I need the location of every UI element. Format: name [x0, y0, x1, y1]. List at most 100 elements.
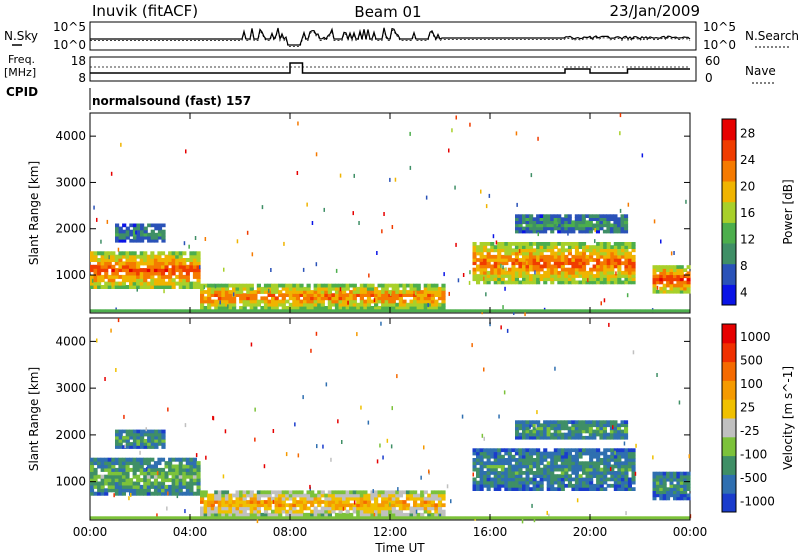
power-cell: [560, 274, 565, 278]
power-cell: [504, 254, 509, 259]
velocity-cell: [571, 458, 576, 462]
velocity-cell: [557, 451, 562, 456]
power-cell: [175, 274, 180, 279]
velocity-cell: [581, 435, 586, 440]
power-cell: [582, 251, 587, 256]
velocity-cell: [589, 454, 594, 459]
power-cell: [560, 251, 565, 256]
power-ground-cell: [340, 309, 346, 313]
velocity-cell: [620, 429, 625, 434]
velocity-cell: [150, 439, 155, 443]
power-cell: [175, 251, 180, 256]
power-ground-cell: [575, 309, 581, 313]
power-cell: [168, 258, 173, 262]
power-cell: [525, 245, 530, 249]
velocity-cell: [592, 461, 597, 466]
velocity-cell: [557, 487, 562, 491]
power-cell: [624, 229, 629, 234]
power-cell: [504, 280, 509, 285]
power-cell: [246, 290, 251, 294]
power-cell: [582, 267, 587, 272]
power-cell: [420, 296, 425, 301]
velocity-cell: [114, 474, 119, 479]
velocity-cell: [97, 488, 102, 493]
power-cell: [673, 268, 677, 272]
velocity-ground-cell: [645, 516, 651, 520]
velocity-cell: [483, 461, 488, 466]
velocity-cell: [189, 467, 194, 472]
power-cell: [553, 220, 558, 225]
velocity-cell: [161, 429, 166, 434]
velocity-cell: [349, 506, 354, 511]
velocity-cell: [161, 432, 166, 437]
power-cell: [624, 251, 629, 256]
velocity-cell: [157, 484, 162, 489]
velocity-ground-cell: [300, 516, 306, 520]
velocity-cell: [303, 503, 308, 508]
velocity-cell: [185, 464, 190, 469]
velocity-cell: [420, 506, 425, 511]
power-cell: [437, 306, 443, 310]
velocity-ground-cell: [350, 516, 356, 520]
power-cell: [221, 296, 226, 301]
velocity-cell: [434, 512, 439, 517]
velocity-cell: [546, 480, 551, 485]
power-cell: [196, 261, 201, 266]
power-cell: [139, 274, 144, 279]
velocity-cell: [686, 474, 691, 479]
power-ground-cell: [630, 309, 636, 313]
power-cell: [585, 220, 590, 225]
power-cell: [610, 254, 615, 259]
velocity-speckle: [623, 441, 626, 446]
velocity-speckle: [471, 343, 473, 348]
power-cell: [631, 245, 636, 249]
velocity-cell: [327, 506, 332, 511]
power-cell: [327, 293, 332, 297]
power-cell: [125, 258, 130, 262]
power-cell: [391, 299, 396, 304]
power-cell: [232, 299, 237, 304]
power-cell: [553, 254, 558, 259]
power-cell: [515, 214, 520, 218]
velocity-ground-cell: [490, 516, 496, 520]
power-cell: [121, 274, 126, 279]
velocity-cell: [310, 512, 315, 517]
power-cell: [493, 267, 498, 272]
velocity-cell: [518, 483, 523, 488]
velocity-cell: [525, 464, 530, 469]
velocity-cell: [381, 512, 386, 517]
power-cell: [609, 226, 614, 231]
power-cell: [253, 299, 258, 304]
power-cell: [490, 274, 495, 278]
power-cell: [299, 299, 304, 304]
velocity-cell: [543, 426, 548, 431]
power-cell: [189, 251, 194, 256]
velocity-speckle: [420, 475, 422, 480]
velocity-cell: [486, 454, 491, 459]
velocity-cell: [437, 496, 443, 501]
power-cell: [136, 223, 141, 228]
power-cell: [546, 274, 551, 278]
velocity-cell: [532, 477, 537, 482]
power-cell: [416, 302, 421, 307]
velocity-speckle: [372, 489, 374, 494]
velocity-cell: [146, 467, 151, 472]
velocity-cell: [310, 509, 315, 514]
power-cell: [214, 306, 219, 310]
velocity-cell: [121, 457, 126, 462]
velocity-ground-cell: [190, 516, 196, 520]
velocity-cell: [497, 454, 502, 459]
power-cell: [427, 286, 432, 291]
velocity-cell: [514, 448, 519, 453]
velocity-cell: [384, 490, 389, 495]
power-cell: [352, 286, 357, 291]
velocity-cell: [256, 509, 261, 514]
velocity-cell: [334, 500, 340, 504]
power-cell: [434, 290, 439, 294]
power-cell: [221, 299, 226, 304]
power-cell: [430, 283, 435, 288]
velocity-cell: [118, 481, 123, 486]
freq-left-units: [MHz]: [4, 66, 36, 79]
power-cell: [617, 258, 622, 262]
velocity-cell: [310, 493, 315, 498]
